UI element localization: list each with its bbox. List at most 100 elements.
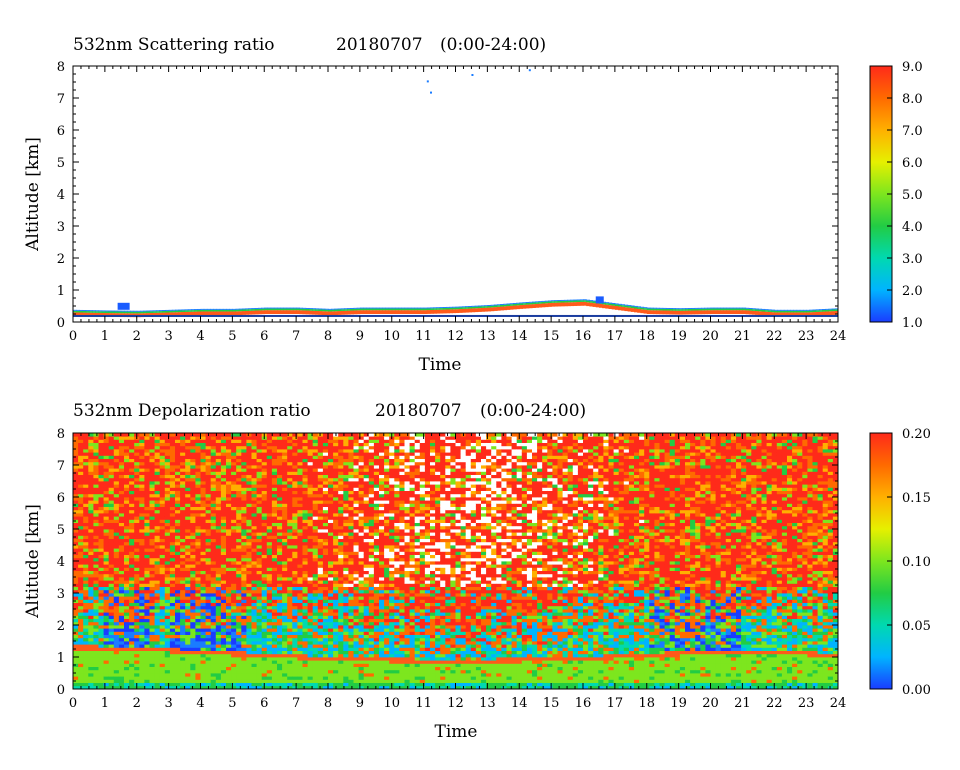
dr-cell [164, 458, 171, 463]
dr-cell [93, 554, 99, 559]
dr-cell [159, 602, 166, 607]
dr-cell [164, 685, 171, 689]
dr-cell [139, 641, 145, 645]
dr-cell [307, 605, 314, 610]
dr-cell [297, 647, 303, 651]
dr-cell [287, 551, 293, 555]
dr-cell [256, 650, 263, 655]
dr-cell [134, 561, 140, 565]
dr-cell [302, 676, 308, 680]
dr-cell [83, 449, 89, 453]
dr-cell [108, 481, 115, 485]
dr-cell [118, 570, 125, 575]
dr-cell [220, 596, 227, 600]
dr-cell [108, 468, 115, 472]
dr-cell [98, 567, 104, 571]
dr-cell [169, 487, 176, 491]
dr-cell [200, 609, 206, 613]
dr-cell [78, 513, 84, 517]
dr-cell [134, 551, 140, 555]
dr-cell [312, 493, 319, 498]
dr-cell [302, 513, 308, 517]
dr-cell [164, 669, 171, 674]
dr-cell [312, 596, 319, 600]
dr-cell [251, 676, 257, 680]
dr-cell [302, 660, 308, 664]
dr-cell [175, 538, 181, 543]
dr-cell [159, 682, 166, 687]
dr-cell [175, 580, 181, 584]
dr-cell [205, 519, 212, 523]
sr-top-cell [496, 304, 501, 306]
dr-cell [292, 586, 298, 591]
dr-cell [251, 535, 257, 539]
dr-cell [215, 452, 222, 456]
dr-cell [282, 503, 288, 507]
dr-cell [210, 660, 217, 664]
dr-cell [78, 493, 84, 498]
dr-cell [83, 532, 89, 536]
sr-band-cell [433, 309, 437, 314]
dr-cell [236, 605, 242, 610]
dr-cell [271, 685, 278, 689]
sr-edge-cell [398, 308, 402, 311]
dr-cell [236, 497, 242, 501]
dr-cell [88, 474, 94, 479]
sr-band-cell [592, 303, 597, 307]
sr-band-cell [761, 311, 766, 316]
dr-cell [282, 436, 288, 440]
dr-cell [108, 586, 115, 591]
dr-cell [205, 650, 212, 655]
dr-cell [261, 679, 268, 683]
dr-cell [312, 612, 319, 616]
sr-top-cell [761, 308, 766, 310]
dr-cell [251, 631, 257, 635]
dr-cell [129, 669, 135, 674]
dr-cell [180, 554, 186, 559]
dr-cell [195, 567, 201, 571]
dr-cell [103, 637, 110, 642]
dr-cell [277, 682, 283, 687]
dr-cell [185, 653, 191, 658]
dr-cell [205, 455, 212, 459]
sr-band-cell [716, 310, 721, 314]
dr-cell [271, 657, 278, 661]
dr-cell [251, 490, 257, 495]
dr-cell [164, 551, 171, 555]
sr-edge-cell [305, 308, 310, 311]
dr-cell [139, 605, 145, 610]
dr-cell [108, 647, 115, 651]
dr-cell [108, 625, 115, 629]
dr-cell [113, 605, 120, 610]
sr-edge-cell [608, 303, 613, 306]
dr-cell [231, 685, 237, 689]
dr-cell [220, 657, 227, 661]
dr-cell [226, 596, 232, 600]
x-tick-label: 7 [292, 329, 300, 344]
dr-cell [169, 583, 176, 587]
dr-cell [271, 593, 278, 597]
dr-cell [190, 577, 196, 581]
dr-cell [164, 615, 171, 619]
dr-cell [73, 442, 79, 447]
dr-cell [124, 503, 130, 507]
dr-cell [312, 500, 319, 504]
sr-top-cell [426, 307, 431, 309]
dr-cell [98, 433, 104, 437]
dr-cell [312, 465, 319, 469]
dr-cell [282, 631, 288, 635]
dr-cell [98, 461, 104, 466]
panel2-date: 20180707 [375, 401, 462, 421]
dr-cell [236, 509, 242, 514]
dr-cell [73, 650, 79, 655]
dr-cell [282, 609, 288, 613]
sr-top-cell [481, 305, 485, 307]
sr-edge-cell [815, 310, 820, 312]
dr-cell [287, 647, 293, 651]
sr-edge-cell [618, 304, 622, 307]
dr-cell [139, 609, 145, 613]
dr-cell [103, 631, 110, 635]
dr-cell [113, 580, 120, 584]
dr-cell [180, 468, 186, 472]
dr-cell [231, 577, 237, 581]
